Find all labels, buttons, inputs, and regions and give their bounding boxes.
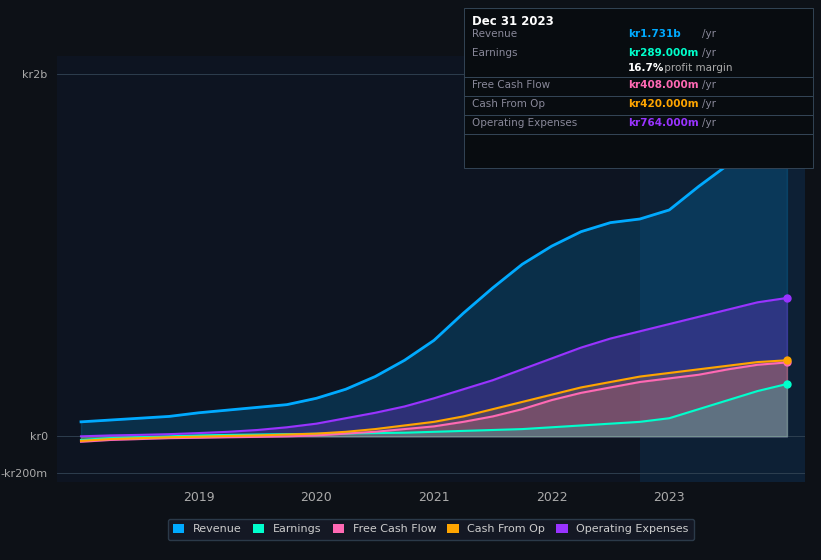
Text: /yr: /yr (702, 80, 716, 90)
Text: kr764.000m: kr764.000m (628, 118, 699, 128)
Bar (640, 56, 805, 482)
Text: kr420.000m: kr420.000m (628, 99, 699, 109)
Text: kr1.731b: kr1.731b (628, 29, 681, 39)
Text: Free Cash Flow: Free Cash Flow (472, 80, 550, 90)
Text: Earnings: Earnings (472, 48, 517, 58)
Text: /yr: /yr (702, 99, 716, 109)
Text: /yr: /yr (702, 29, 716, 39)
Text: 16.7%: 16.7% (628, 63, 664, 73)
Text: /yr: /yr (702, 48, 716, 58)
Text: profit margin: profit margin (661, 63, 732, 73)
Text: Revenue: Revenue (472, 29, 517, 39)
Text: Dec 31 2023: Dec 31 2023 (472, 15, 554, 28)
Legend: Revenue, Earnings, Free Cash Flow, Cash From Op, Operating Expenses: Revenue, Earnings, Free Cash Flow, Cash … (167, 519, 695, 540)
Text: Operating Expenses: Operating Expenses (472, 118, 577, 128)
Text: kr408.000m: kr408.000m (628, 80, 699, 90)
Text: /yr: /yr (702, 118, 716, 128)
Text: Cash From Op: Cash From Op (472, 99, 545, 109)
Text: kr289.000m: kr289.000m (628, 48, 699, 58)
